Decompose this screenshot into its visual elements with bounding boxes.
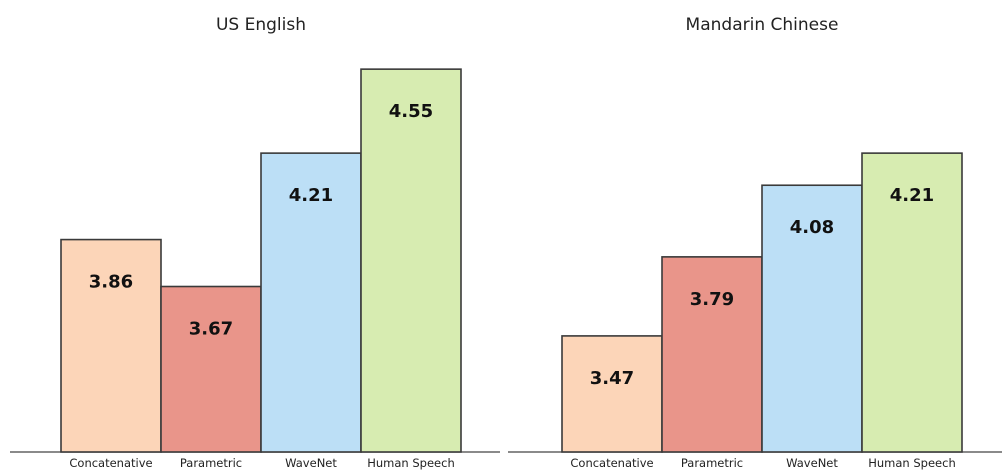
bar-value-label: 3.67 — [189, 319, 233, 340]
x-tick-label: Human Speech — [868, 456, 956, 470]
bar-human-speech — [360, 68, 462, 453]
x-tick-label: WaveNet — [786, 456, 838, 470]
bar-parametric — [661, 256, 763, 453]
x-tick-label: WaveNet — [285, 456, 337, 470]
bar-group — [60, 68, 462, 453]
value-label-group: 3.86 3.67 4.21 4.55 — [89, 101, 433, 339]
bar-parametric — [160, 285, 262, 453]
chart-title: US English — [216, 15, 306, 35]
bar-wavenet — [260, 152, 362, 453]
chart-panel-us-english: US English 3.86 3.67 4.21 4.55 Concatenativ… — [10, 15, 500, 470]
x-tick-label: Human Speech — [367, 456, 455, 470]
x-tick-label-group: Concatenative Parametric WaveNet Human Spee… — [570, 456, 955, 470]
x-tick-label: Parametric — [681, 456, 743, 470]
x-tick-label: Concatenative — [570, 456, 653, 470]
x-tick-label: Concatenative — [69, 456, 152, 470]
x-tick-label-group: Concatenative Parametric WaveNet Human Spee… — [69, 456, 454, 470]
chart-title: Mandarin Chinese — [686, 15, 839, 35]
bar-concatenative — [60, 238, 162, 453]
chart-panel-mandarin-chinese: Mandarin Chinese 3.47 3.79 4.08 4.21 Concat… — [508, 15, 1002, 470]
bar-concatenative — [561, 335, 663, 453]
bar-value-label: 4.21 — [890, 185, 934, 206]
bar-wavenet — [761, 184, 863, 453]
bar-value-label: 4.21 — [289, 185, 333, 206]
bar-group — [561, 152, 963, 453]
x-tick-label: Parametric — [180, 456, 242, 470]
bar-human-speech — [861, 152, 963, 453]
bar-value-label: 3.86 — [89, 272, 133, 293]
value-label-group: 3.47 3.79 4.08 4.21 — [590, 185, 934, 389]
bar-value-label: 3.47 — [590, 368, 634, 389]
bar-value-label: 4.08 — [790, 217, 834, 238]
bar-value-label: 4.55 — [389, 101, 433, 122]
bar-value-label: 3.79 — [690, 289, 734, 310]
